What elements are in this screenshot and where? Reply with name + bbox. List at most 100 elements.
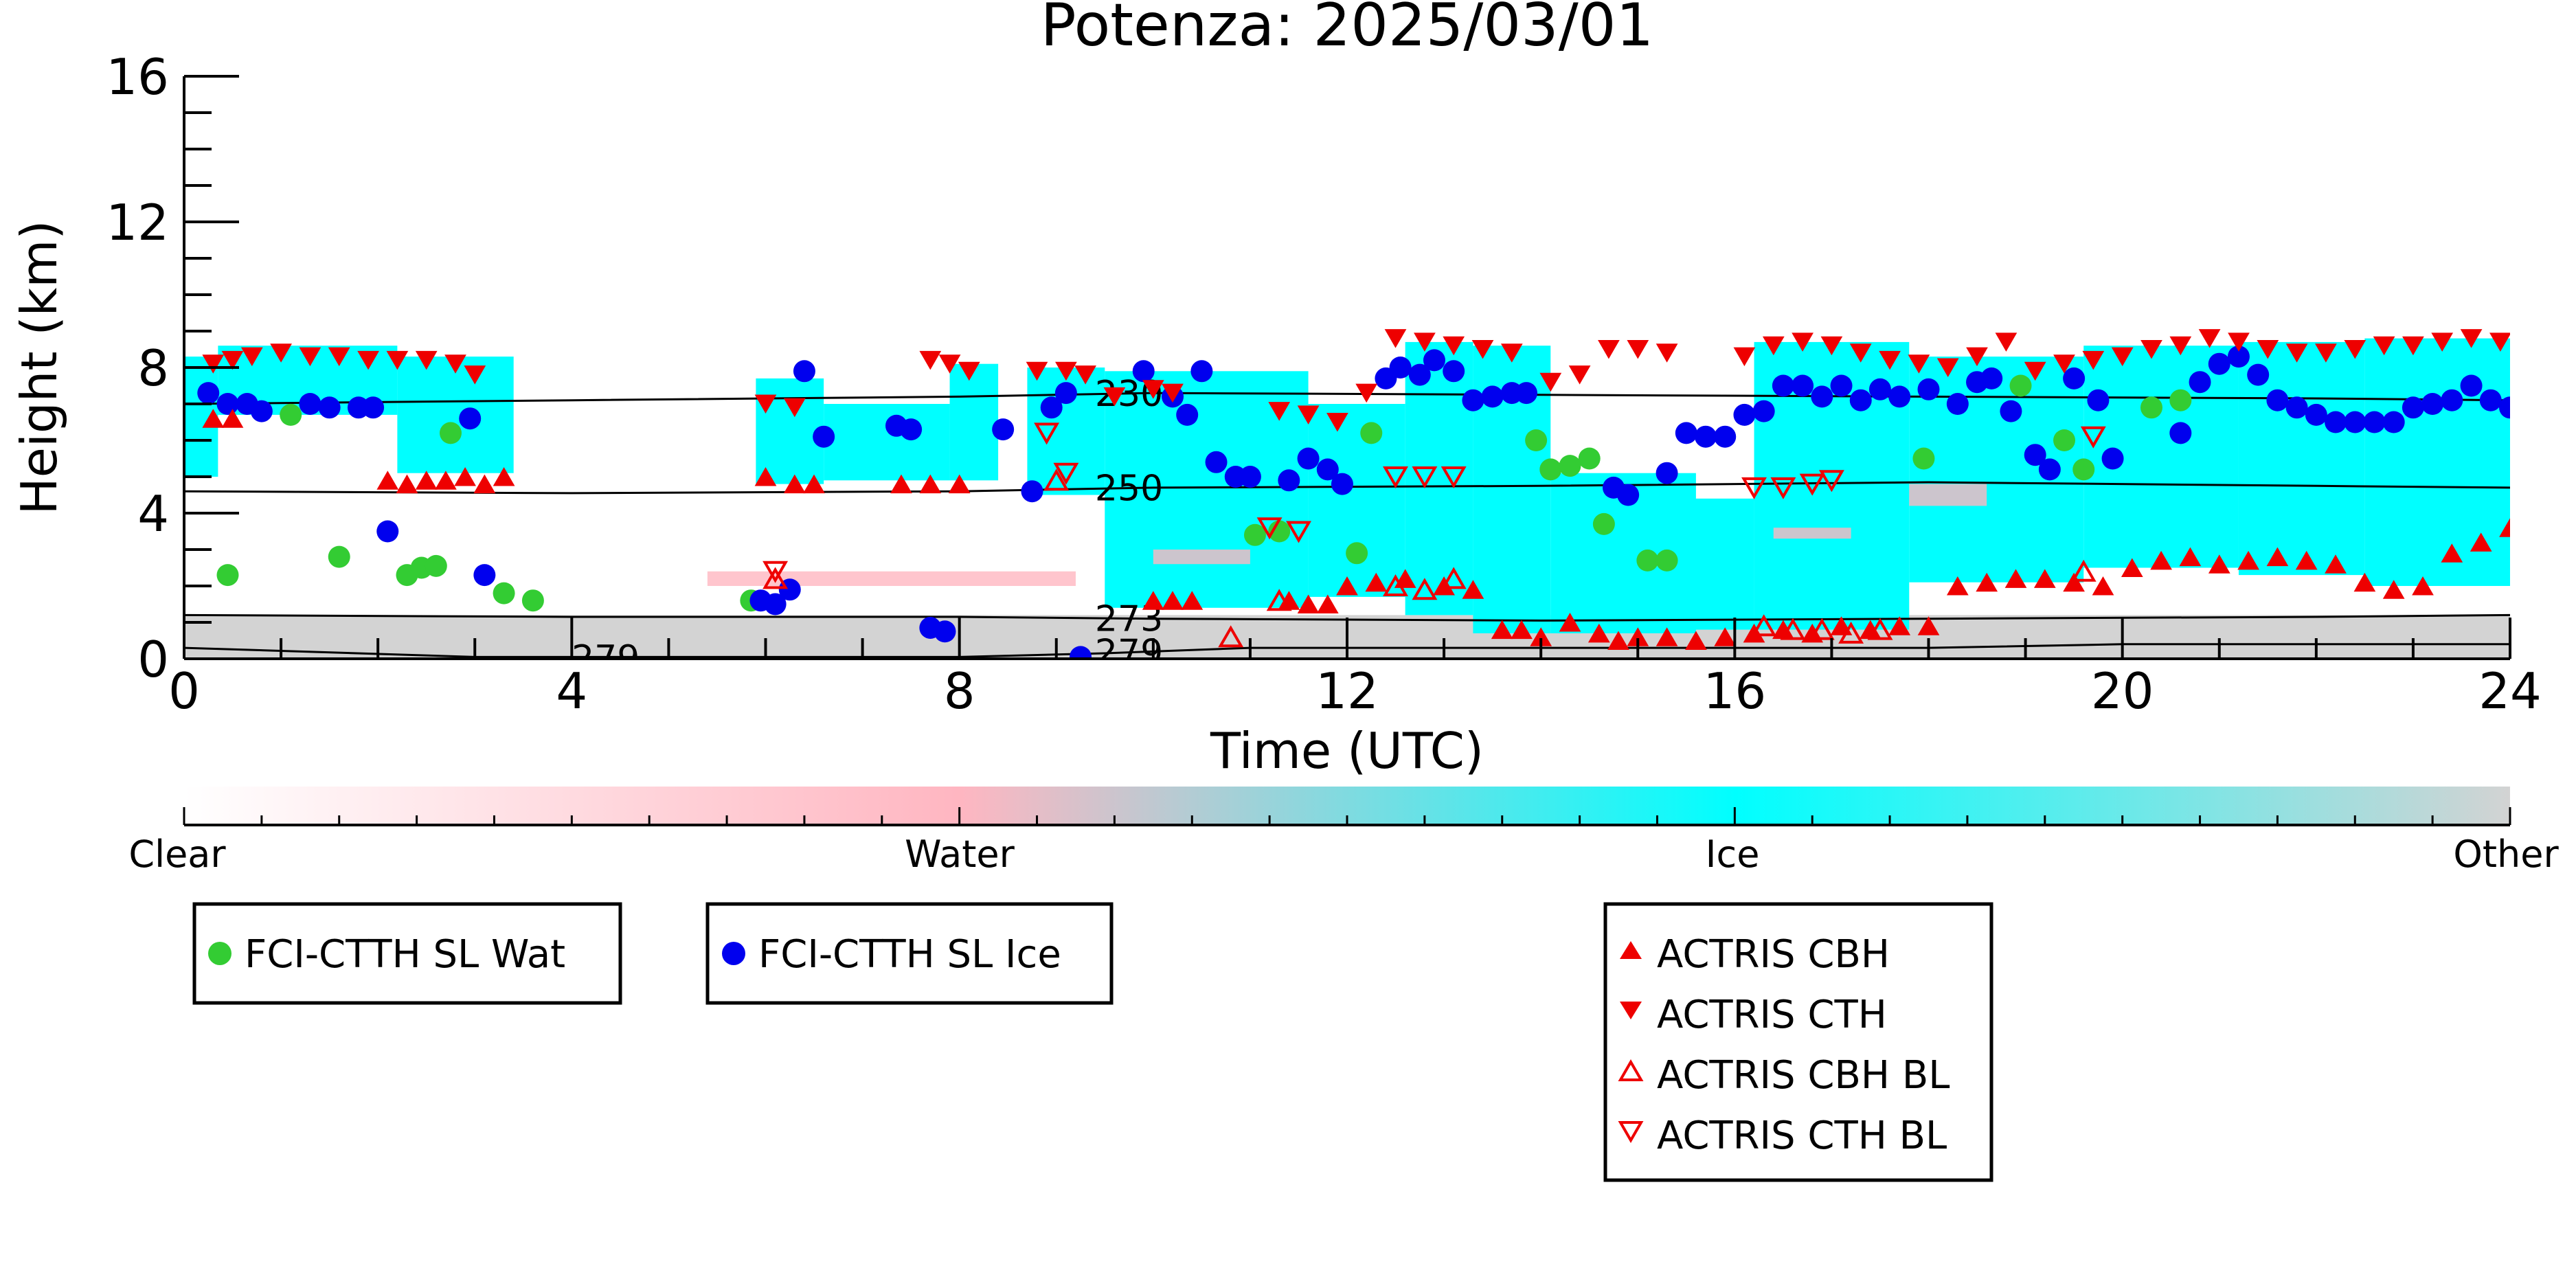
legend-label-actris-cth: ACTRIS CTH bbox=[1657, 993, 1887, 1037]
marker-actris-cth bbox=[1656, 343, 1678, 363]
marker-actris-cth bbox=[1074, 365, 1096, 385]
marker-actris-cth bbox=[754, 394, 777, 414]
marker-actris-cth bbox=[919, 350, 942, 370]
marker-actris-cbh bbox=[1559, 612, 1581, 632]
marker-fci-ctth-sl-ice bbox=[2227, 346, 2250, 368]
marker-actris-cth bbox=[1355, 383, 1378, 403]
legend-label-actris-cbh-bl: ACTRIS CBH BL bbox=[1657, 1053, 1950, 1098]
marker-actris-cbh bbox=[1888, 616, 1911, 635]
marker-fci-ctth-sl-ice bbox=[2038, 458, 2061, 481]
marker-actris-cth bbox=[2082, 350, 2105, 370]
legend-box-actris bbox=[1603, 902, 1993, 1182]
ice-class-patch bbox=[949, 363, 999, 481]
marker-actris-cbh-bl bbox=[1218, 625, 1244, 648]
marker-actris-cth-bl bbox=[1440, 466, 1467, 489]
marker-actris-cth bbox=[1966, 347, 1988, 367]
marker-fci-ctth-sl-ice bbox=[2382, 411, 2405, 433]
marker-fci-ctth-sl-ice bbox=[1205, 451, 1228, 473]
marker-fci-ctth-sl-ice bbox=[1423, 349, 1445, 372]
marker-actris-cth bbox=[202, 354, 225, 374]
marker-fci-ctth-sl-ice bbox=[318, 396, 341, 419]
x-tick-label: 4 bbox=[556, 662, 587, 720]
marker-actris-cbh bbox=[1685, 631, 1707, 650]
marker-fci-ctth-sl-ice bbox=[2460, 374, 2483, 397]
marker-actris-cth bbox=[1268, 402, 1291, 421]
marker-actris-cbh bbox=[1162, 591, 1184, 610]
marker-actris-cbh bbox=[493, 466, 515, 486]
marker-fci-ctth-sl-ice bbox=[1830, 374, 1853, 397]
marker-fci-ctth-sl-wat bbox=[1360, 422, 1383, 444]
marker-actris-cbh bbox=[1917, 616, 1940, 635]
marker-actris-cth bbox=[783, 398, 806, 418]
marker-actris-cth bbox=[386, 350, 409, 370]
marker-actris-cth-bl bbox=[1770, 477, 1796, 499]
y-tick-label: 4 bbox=[137, 485, 169, 543]
marker-fci-ctth-sl-wat bbox=[2009, 374, 2032, 397]
marker-actris-cbh bbox=[2295, 550, 2318, 570]
marker-actris-cth bbox=[2257, 340, 2279, 359]
legend-marker-actris-cth bbox=[1620, 1002, 1642, 1019]
colorbar-label-clear: Clear bbox=[128, 833, 226, 876]
legend-marker-fci-wat bbox=[208, 942, 231, 965]
marker-actris-cth bbox=[1762, 336, 1785, 356]
ice-class-patch bbox=[1308, 404, 1405, 597]
marker-actris-cth bbox=[270, 343, 292, 363]
marker-fci-ctth-sl-wat bbox=[280, 403, 302, 426]
legend-marker-actris-cth-bl bbox=[1618, 1121, 1644, 1144]
marker-actris-cth bbox=[328, 347, 350, 367]
marker-actris-cth-bl bbox=[1412, 466, 1438, 489]
marker-actris-cbh bbox=[2179, 547, 2202, 567]
marker-fci-ctth-sl-wat bbox=[1539, 458, 1562, 481]
marker-fci-ctth-sl-ice bbox=[1316, 458, 1339, 481]
marker-fci-ctth-sl-wat bbox=[1243, 523, 1266, 546]
marker-fci-ctth-sl-ice bbox=[2344, 411, 2366, 433]
chart-title: Potenza: 2025/03/01 bbox=[1041, 0, 1653, 60]
cloud-classification-field bbox=[184, 338, 2510, 659]
marker-fci-ctth-sl-ice bbox=[1054, 382, 1077, 405]
marker-actris-cth-bl bbox=[2080, 426, 2106, 449]
marker-actris-cth bbox=[1026, 361, 1048, 381]
marker-fci-ctth-sl-ice bbox=[2101, 447, 2124, 470]
marker-actris-cbh-bl bbox=[1266, 589, 1292, 611]
marker-fci-ctth-sl-ice bbox=[1695, 425, 1717, 448]
marker-fci-ctth-sl-ice bbox=[1917, 378, 1940, 400]
legend-label-actris-cbh: ACTRIS CBH bbox=[1657, 932, 1890, 977]
legend-label-fci-ice: FCI-CTTH SL Ice bbox=[758, 932, 1061, 977]
marker-actris-cth bbox=[2460, 329, 2483, 348]
marker-fci-ctth-sl-ice bbox=[1752, 400, 1775, 422]
marker-actris-cbh bbox=[1656, 627, 1678, 646]
contour-line-230 bbox=[184, 392, 2510, 405]
marker-fci-ctth-sl-ice bbox=[1132, 360, 1155, 383]
marker-actris-cbh bbox=[783, 474, 806, 494]
marker-fci-ctth-sl-wat bbox=[328, 545, 350, 568]
marker-fci-ctth-sl-ice bbox=[1462, 389, 1484, 411]
x-tick-label: 8 bbox=[944, 662, 975, 720]
marker-actris-cbh bbox=[415, 471, 438, 490]
marker-actris-cbh bbox=[1511, 620, 1533, 640]
retrieval-markers bbox=[197, 329, 2510, 659]
marker-actris-cbh bbox=[202, 409, 225, 428]
marker-fci-ctth-sl-ice bbox=[2000, 400, 2022, 422]
colorbar-label-other: Other bbox=[2453, 833, 2559, 876]
x-tick-label: 20 bbox=[2091, 662, 2154, 720]
marker-actris-cth bbox=[2024, 361, 2046, 381]
marker-actris-cth bbox=[2402, 336, 2424, 356]
marker-fci-ctth-sl-wat bbox=[2140, 396, 2162, 419]
marker-actris-cbh bbox=[2353, 572, 2376, 592]
marker-fci-ctth-sl-ice bbox=[1617, 484, 1640, 506]
marker-fci-ctth-sl-ice bbox=[1389, 357, 1412, 379]
marker-actris-cth bbox=[464, 365, 486, 385]
marker-fci-ctth-sl-wat bbox=[1268, 520, 1291, 543]
marker-actris-cth bbox=[1908, 354, 1930, 374]
marker-actris-cth bbox=[2489, 332, 2510, 352]
marker-actris-cbh bbox=[2063, 572, 2085, 592]
marker-actris-cbh bbox=[2092, 576, 2114, 596]
marker-fci-ctth-sl-ice bbox=[1849, 389, 1872, 411]
marker-actris-cth bbox=[444, 354, 466, 374]
marker-fci-ctth-sl-ice bbox=[1190, 360, 1213, 383]
marker-actris-cbh bbox=[1297, 594, 1320, 613]
marker-fci-ctth-sl-ice bbox=[1443, 360, 1465, 383]
marker-actris-cbh-bl bbox=[1780, 618, 1806, 640]
marker-actris-cbh bbox=[948, 474, 971, 494]
marker-actris-cth bbox=[1471, 340, 1494, 359]
